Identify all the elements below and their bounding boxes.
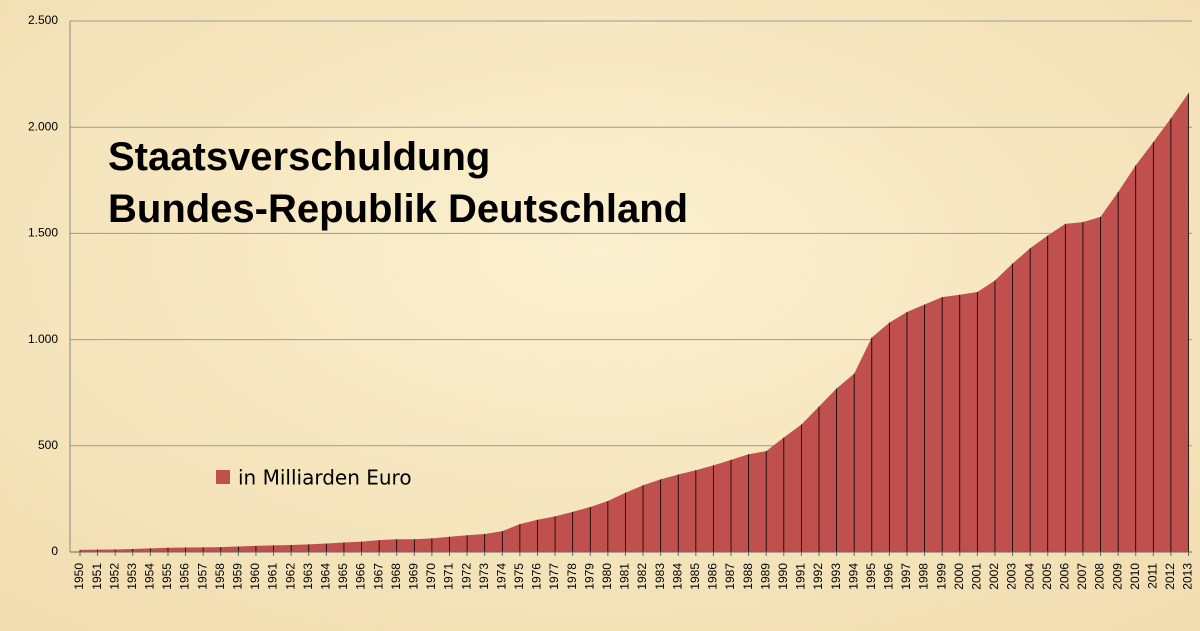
x-tick-label: 2013 [1181,563,1195,590]
x-tick-label: 2011 [1145,563,1159,589]
x-tick-label: 1996 [882,563,896,590]
x-tick-label: 1990 [776,563,790,590]
x-tick-label: 1959 [231,563,245,590]
x-tick-label: 1989 [758,563,772,590]
chart-title: Staatsverschuldung [108,135,490,179]
x-tick-label: 1992 [811,563,825,590]
x-tick-label: 1955 [160,563,174,590]
x-tick-label: 1982 [635,563,649,590]
x-tick-label: 2006 [1058,563,1072,590]
x-tick-label: 1991 [794,563,808,590]
x-tick-label: 2012 [1163,563,1177,590]
x-tick-label: 1984 [670,563,684,590]
x-tick-label: 2003 [1005,563,1019,590]
x-tick-label: 1972 [459,563,473,590]
x-tick-label: 1956 [178,563,192,590]
x-tick-label: 1960 [248,563,262,590]
x-tick-label: 1958 [213,563,227,590]
x-tick-label: 1967 [371,563,385,590]
area [80,93,1189,552]
x-tick-label: 1979 [582,563,596,590]
x-tick-label: 1986 [706,563,720,590]
y-tick-label: 500 [38,438,58,452]
x-tick-label: 1954 [143,563,157,590]
x-tick-label: 1965 [336,563,350,590]
x-tick-label: 1976 [530,563,544,590]
y-tick-label: 0 [51,544,58,558]
x-tick-label: 1963 [301,563,315,590]
x-tick-label: 1985 [688,563,702,590]
x-tick-label: 1993 [829,563,843,590]
x-tick-label: 2009 [1110,563,1124,590]
x-tick-label: 1970 [424,563,438,590]
x-tick-label: 1964 [319,563,333,590]
x-tick-label: 1974 [494,563,508,590]
x-tick-label: 1969 [406,563,420,590]
x-tick-label: 1950 [72,563,86,590]
x-tick-label: 1987 [723,563,737,590]
x-tick-label: 1997 [899,563,913,590]
x-tick-label: 1962 [283,563,297,590]
x-tick-label: 1961 [266,563,280,590]
x-tick-label: 1953 [125,563,139,590]
x-tick-label: 1968 [389,563,403,590]
chart-subtitle: Bundes-Republik Deutschland [108,187,688,231]
x-tick-label: 2004 [1022,563,1036,590]
x-tick-label: 2001 [970,563,984,590]
x-tick-label: 1980 [600,563,614,590]
legend-label: in Milliarden Euro [238,466,412,490]
y-tick-label: 1.500 [28,226,58,240]
x-tick-label: 1971 [442,563,456,590]
x-tick-label: 1999 [934,563,948,590]
x-tick-label: 1998 [917,563,931,590]
y-tick-label: 1.000 [28,332,58,346]
x-tick-label: 1957 [195,563,209,590]
x-tick-label: 2005 [1040,563,1054,590]
x-tick-label: 1978 [565,563,579,590]
y-tick-label: 2.500 [28,13,58,27]
x-tick-label: 1977 [547,563,561,590]
y-tick-label: 2.000 [28,119,58,133]
x-tick-label: 2002 [987,563,1001,590]
x-tick-label: 1981 [618,563,632,590]
x-tick-label: 1995 [864,563,878,590]
x-tick-label: 1983 [653,563,667,590]
x-tick-label: 2008 [1093,563,1107,590]
x-tick-label: 1951 [90,563,104,590]
x-tick-label: 1975 [512,563,526,590]
x-tick-label: 1994 [846,563,860,590]
legend-swatch [216,470,230,484]
x-tick-label: 2007 [1075,563,1089,590]
x-tick-label: 1973 [477,563,491,590]
x-tick-label: 1988 [741,563,755,590]
x-tick-label: 2000 [952,563,966,590]
x-tick-label: 1966 [354,563,368,590]
x-tick-label: 1952 [107,563,121,590]
x-tick-label: 2010 [1128,563,1142,590]
